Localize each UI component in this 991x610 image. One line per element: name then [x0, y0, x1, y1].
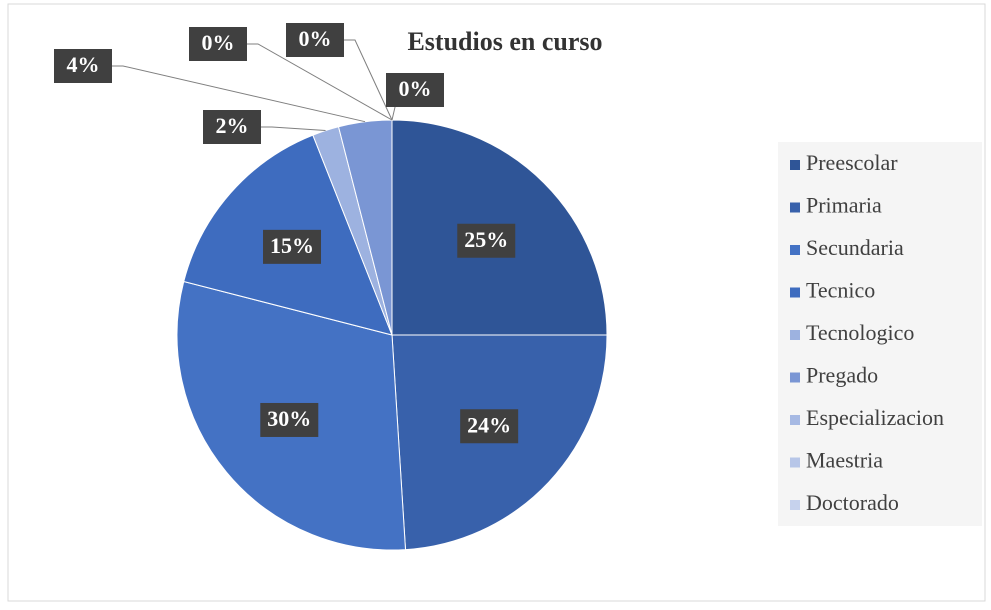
leader-line	[343, 39, 393, 121]
leader-line	[246, 43, 393, 121]
legend-swatch	[790, 202, 800, 213]
legend-label: Tecnico	[806, 278, 875, 303]
chart-title: Estudios en curso	[407, 27, 602, 56]
legend-label: Preescolar	[806, 150, 898, 175]
data-label: 0%	[202, 30, 235, 55]
data-label-box	[286, 23, 344, 57]
data-label-box	[203, 110, 261, 144]
legend-swatch	[790, 415, 800, 425]
legend-swatch	[790, 330, 800, 340]
legend-swatch	[790, 160, 800, 170]
legend-swatch	[790, 287, 800, 298]
data-label-box	[54, 49, 112, 83]
data-label-box	[386, 73, 444, 107]
legend-swatch	[790, 457, 800, 468]
data-label-box	[460, 409, 519, 444]
data-label: 0%	[399, 76, 432, 101]
data-label-box	[457, 223, 516, 258]
data-label: 24%	[467, 412, 511, 437]
data-label: 0%	[299, 26, 332, 51]
legend-label: Secundaria	[806, 235, 904, 260]
legend-swatch	[790, 500, 800, 510]
data-label-box	[260, 402, 319, 437]
legend-label: Tecnologico	[806, 320, 914, 345]
legend-label: Doctorado	[806, 490, 899, 515]
data-label-box	[189, 27, 247, 61]
data-label: 25%	[464, 227, 508, 252]
legend-swatch	[790, 245, 800, 255]
data-label-box	[263, 229, 322, 264]
legend-box	[778, 142, 982, 526]
legend-swatch	[790, 372, 800, 383]
legend-label: Especializacion	[806, 405, 944, 430]
data-label: 2%	[216, 113, 249, 138]
leader-line	[260, 126, 326, 132]
legend-label: Pregado	[806, 363, 878, 388]
leader-line	[111, 65, 366, 123]
data-label: 15%	[270, 233, 314, 258]
legend-label: Primaria	[806, 193, 882, 218]
data-label: 30%	[267, 406, 311, 431]
legend-label: Maestria	[806, 448, 883, 473]
data-label: 4%	[67, 52, 100, 77]
